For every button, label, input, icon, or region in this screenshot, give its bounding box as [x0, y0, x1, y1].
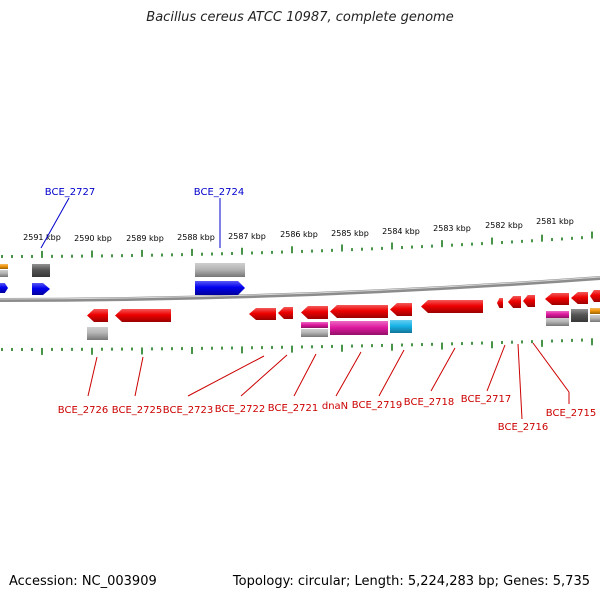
- tick-label: 2585 kbp: [331, 229, 369, 238]
- gene-feature: [590, 308, 600, 314]
- gene-label-group: BCE_2727 BCE_2724 BCE_2726 BCE_2725 BCE_2723…: [45, 187, 596, 433]
- gene-feature: [301, 329, 328, 337]
- gene-feature: [571, 309, 588, 322]
- label-leader-line: [486, 344, 506, 392]
- gene-label: BCE_2722: [215, 404, 265, 415]
- accession-text: Accession: NC_003909: [9, 574, 157, 589]
- feature-group: [0, 263, 600, 340]
- gene-feature: [330, 321, 388, 335]
- gene-label: BCE_2726: [58, 405, 108, 416]
- gene-label: dnaN: [322, 401, 348, 412]
- label-leader-line: [87, 356, 98, 397]
- gene-feature: [545, 293, 569, 305]
- gene-label: BCE_2717: [461, 394, 511, 405]
- tick-label: 2588 kbp: [177, 233, 215, 242]
- forward-tick-track: [1, 231, 593, 258]
- gene-label: BCE_2718: [404, 397, 454, 408]
- label-leader-line: [517, 343, 523, 420]
- reverse-tick-track: [1, 338, 593, 355]
- gene-feature: [590, 315, 600, 322]
- map-title: Bacillus cereus ATCC 10987, complete gen…: [146, 10, 454, 25]
- label-leader-group: [40, 197, 570, 420]
- gene-label: BCE_2725: [112, 405, 162, 416]
- gene-label: BCE_2719: [352, 400, 402, 411]
- label-leader-line: [293, 353, 317, 397]
- gene-feature: [195, 263, 245, 277]
- tick-label: 2591 kbp: [23, 233, 61, 242]
- gene-feature: [0, 270, 8, 277]
- gene-feature: [0, 264, 8, 269]
- gene-feature: [301, 306, 328, 319]
- gene-feature: [32, 283, 50, 295]
- gene-label: BCE_2723: [163, 405, 213, 416]
- gene-feature: [571, 292, 588, 304]
- gene-feature: [115, 309, 171, 322]
- tick-label: 2584 kbp: [382, 227, 420, 236]
- tick-label: 2582 kbp: [485, 221, 523, 230]
- gene-feature: [508, 296, 521, 308]
- gene-label: BCE_2724: [194, 187, 244, 198]
- genome-backbone-highlight: [0, 276, 600, 300]
- gene-feature: [278, 307, 293, 319]
- label-leader-line: [40, 197, 70, 249]
- tick-label: 2590 kbp: [74, 234, 112, 243]
- label-leader-line: [378, 349, 405, 397]
- gene-feature: [390, 303, 412, 316]
- label-leader-line: [532, 342, 570, 393]
- genome-backbone: [0, 276, 600, 302]
- tick-label: 2587 kbp: [228, 232, 266, 241]
- label-leader-line: [430, 347, 456, 392]
- label-leader-line: [134, 356, 144, 397]
- gene-feature: [32, 264, 50, 277]
- tick-label: 2586 kbp: [280, 230, 318, 239]
- gene-label: BCE_2727: [45, 187, 95, 198]
- tick-label: 2581 kbp: [536, 217, 574, 226]
- label-leader-line: [187, 355, 265, 397]
- gene-feature: [390, 320, 412, 333]
- gene-feature: [590, 290, 600, 302]
- gene-feature: [330, 305, 388, 318]
- gene-label: BCE_2715: [546, 408, 596, 419]
- gene-feature: [546, 311, 569, 318]
- gene-feature: [87, 309, 108, 322]
- gene-feature: [546, 318, 569, 326]
- gene-label: BCE_2721: [268, 403, 318, 414]
- gene-feature: [0, 283, 8, 293]
- tick-label: 2589 kbp: [126, 234, 164, 243]
- topology-text: Topology: circular; Length: 5,224,283 bp…: [232, 574, 590, 589]
- gene-feature: [249, 308, 276, 320]
- gene-label: BCE_2716: [498, 422, 548, 433]
- gene-feature: [523, 295, 535, 307]
- gene-feature: [301, 322, 328, 328]
- label-leader-line: [335, 351, 362, 397]
- gene-feature: [421, 300, 483, 313]
- gene-feature: [195, 281, 245, 295]
- gene-feature: [87, 327, 108, 340]
- tick-label: 2583 kbp: [433, 224, 471, 233]
- gene-feature: [497, 298, 503, 308]
- tick-label-group: 2591 kbp 2590 kbp 2589 kbp 2588 kbp 2587 kbp…: [23, 217, 574, 243]
- label-leader-line: [240, 354, 288, 397]
